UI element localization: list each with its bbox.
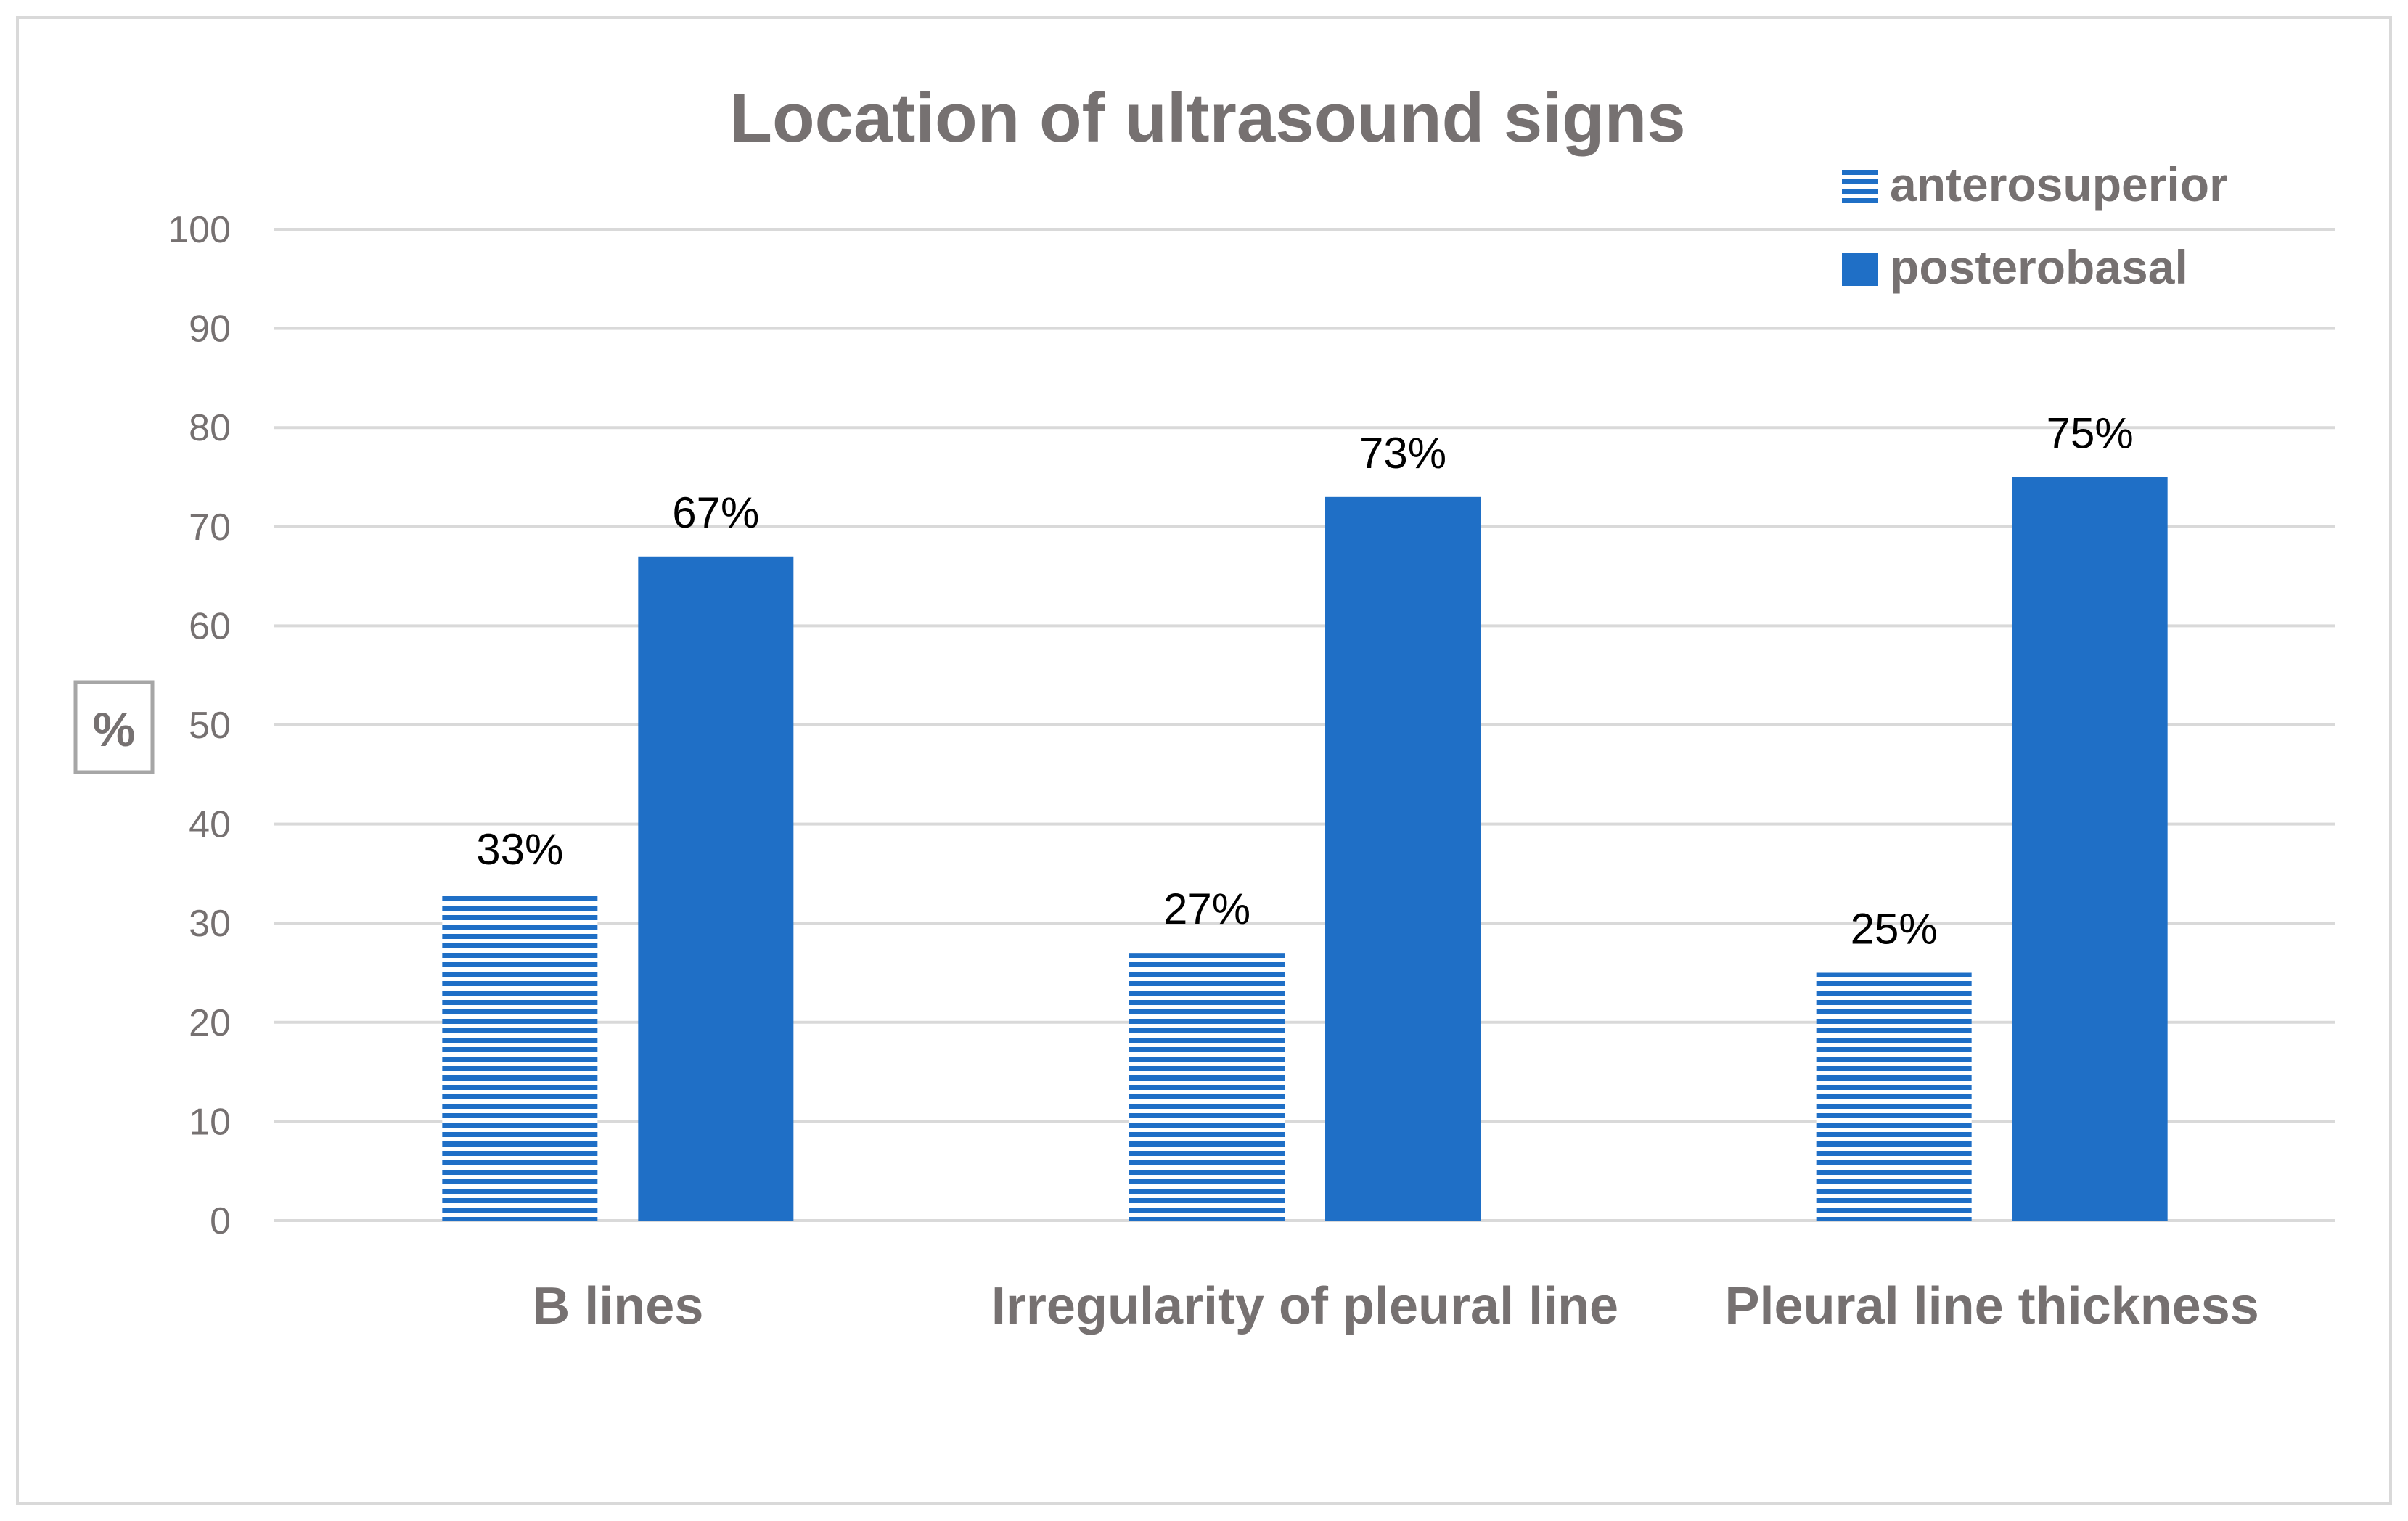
grid-lines [274,228,2335,1222]
y-tick-label: 30 [189,903,231,945]
y-tick-label: 70 [189,507,231,549]
legend-swatch-anterosuperior [1842,170,1878,203]
y-axis-ticks: 0 10 20 30 40 50 60 70 80 90 100 [168,209,231,1242]
y-tick-label: 100 [168,209,231,251]
bar-posterobasal [1325,496,1481,1221]
legend-label-posterobasal: posterobasal [1890,240,2188,294]
y-tick-label: 80 [189,407,231,449]
data-label: 67% [672,488,759,537]
data-labels: 33% 67% 27% 73% 25% 75% [476,409,2133,954]
chart-frame [16,16,2392,1505]
bar-anterosuperior [1816,972,1972,1221]
y-tick-label: 40 [189,804,231,846]
data-label: 75% [2047,409,2134,458]
chart-title: Location of ultrasound signs [729,79,1685,157]
y-tick-label: 0 [210,1200,231,1242]
data-label: 27% [1163,885,1250,933]
legend: anterosuperior posterobasal [1842,157,2228,294]
data-label: 73% [1359,429,1446,477]
y-tick-label: 60 [189,605,231,647]
legend-label-anterosuperior: anterosuperior [1890,157,2228,211]
y-tick-label: 50 [189,705,231,747]
y-axis-label: % [93,702,136,756]
category-labels: B lines Irregularity of pleural line Pleur… [532,1277,2259,1335]
bar-anterosuperior [1129,953,1285,1221]
bars [442,477,2168,1221]
bar-posterobasal [2012,477,2168,1221]
y-tick-label: 20 [189,1002,231,1044]
category-label: B lines [532,1277,703,1335]
y-tick-label: 90 [189,308,231,350]
data-label: 25% [1851,905,1938,954]
category-label: Irregularity of pleural line [991,1277,1618,1335]
category-label: Pleural line thickness [1725,1277,2259,1335]
bar-anterosuperior [442,893,598,1221]
y-tick-label: 10 [189,1101,231,1143]
legend-swatch-posterobasal [1842,253,1878,286]
data-label: 33% [476,825,563,874]
bar-posterobasal [638,556,794,1221]
y-axis-label-box [73,680,155,774]
